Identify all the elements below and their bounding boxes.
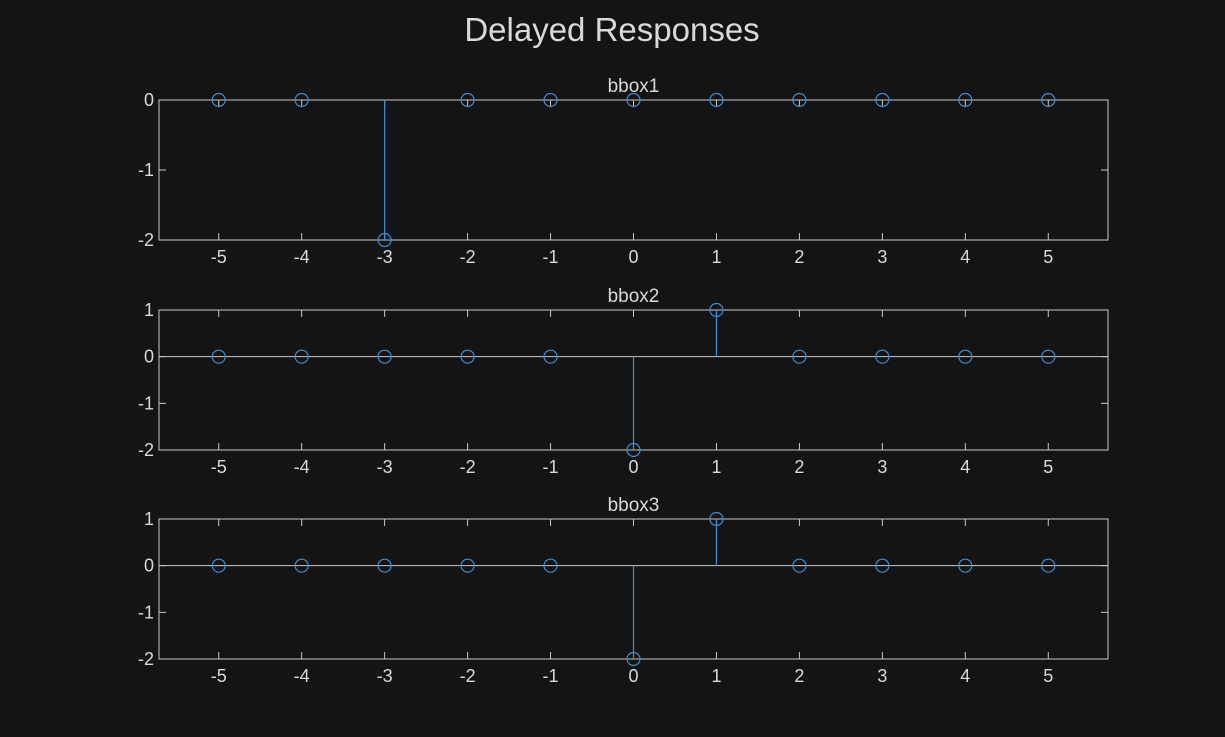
stem-marker xyxy=(875,92,890,108)
x-tick-label: 3 xyxy=(877,666,887,686)
stem-marker xyxy=(294,92,309,108)
stem-marker xyxy=(377,232,392,248)
x-tick-label: 3 xyxy=(877,457,887,477)
stem-marker xyxy=(211,349,226,364)
x-tick-label: -2 xyxy=(460,247,476,267)
x-tick-label: -5 xyxy=(211,457,227,477)
x-tick-label: -5 xyxy=(211,247,227,267)
x-tick-label: 3 xyxy=(877,247,887,267)
x-tick-label: 1 xyxy=(711,666,721,686)
x-tick-label: -1 xyxy=(543,247,559,267)
y-tick-label: -2 xyxy=(138,230,154,250)
x-tick-label: -4 xyxy=(294,457,310,477)
x-tick-label: -2 xyxy=(460,666,476,686)
x-tick-label: -3 xyxy=(377,247,393,267)
stem-marker xyxy=(958,92,973,108)
x-tick-label: 0 xyxy=(628,457,638,477)
y-tick-label: -2 xyxy=(138,440,154,460)
x-tick-label: 0 xyxy=(628,666,638,686)
y-tick-label: -2 xyxy=(138,649,154,669)
x-tick-label: -1 xyxy=(543,457,559,477)
subplot-title: bbox3 xyxy=(608,495,660,516)
stem-marker xyxy=(875,349,890,364)
stem-marker xyxy=(211,558,226,573)
y-tick-label: -1 xyxy=(138,602,154,622)
stem-marker xyxy=(958,349,973,364)
stem-marker xyxy=(377,558,392,573)
stem-marker xyxy=(294,558,309,573)
figure-title: Delayed Responses xyxy=(464,11,759,48)
x-tick-label: 1 xyxy=(711,247,721,267)
subplot-3: -5 -4 -3 -2 -1 0 1 2 3 4 5 1 0 -1 -2 bbox3 xyxy=(138,495,1109,686)
x-tick-label: 2 xyxy=(794,666,804,686)
stem-marker xyxy=(543,92,558,108)
y-tick-label: 0 xyxy=(144,347,154,367)
x-tick-label: 1 xyxy=(711,457,721,477)
stem-marker xyxy=(709,511,724,527)
y-tick-label: 0 xyxy=(144,90,154,110)
x-tick-label: 4 xyxy=(960,247,970,267)
stem-marker xyxy=(460,349,475,364)
stem-marker xyxy=(792,558,807,573)
y-tick-label: 0 xyxy=(144,556,154,576)
y-tick-label: -1 xyxy=(138,393,154,413)
x-tick-label: -5 xyxy=(211,666,227,686)
x-tick-label: 0 xyxy=(628,247,638,267)
x-tick-label: -1 xyxy=(543,666,559,686)
stem-marker xyxy=(626,92,641,108)
x-tick-label: -3 xyxy=(377,666,393,686)
y-tick-label: 1 xyxy=(144,509,154,529)
stem-marker xyxy=(792,92,807,108)
stem-marker xyxy=(958,558,973,573)
stem-marker xyxy=(211,92,226,108)
x-tick-label: 5 xyxy=(1043,457,1053,477)
stem-marker xyxy=(1041,558,1056,573)
stem-marker xyxy=(1041,92,1056,108)
x-tick-label: -4 xyxy=(294,666,310,686)
x-tick-label: 2 xyxy=(794,457,804,477)
x-tick-label: 2 xyxy=(794,247,804,267)
x-tick-label: -3 xyxy=(377,457,393,477)
x-tick-label: 5 xyxy=(1043,247,1053,267)
y-tick-label: -1 xyxy=(138,160,154,180)
stem-marker xyxy=(543,349,558,364)
stem-marker xyxy=(626,442,641,458)
stem-marker xyxy=(460,558,475,573)
x-tick-label: -2 xyxy=(460,457,476,477)
x-tick-label: 4 xyxy=(960,666,970,686)
subplot-2: -5 -4 -3 -2 -1 0 1 2 3 4 5 1 0 -1 -2 bbox2 xyxy=(138,286,1109,477)
stem-marker xyxy=(377,349,392,364)
stem-marker xyxy=(709,92,724,108)
x-tick-label: 5 xyxy=(1043,666,1053,686)
stem-marker xyxy=(709,302,724,318)
stem-marker xyxy=(1041,349,1056,364)
stem-marker xyxy=(875,558,890,573)
stem-marker xyxy=(626,651,641,667)
axes-box xyxy=(158,99,1109,241)
stem-marker xyxy=(460,92,475,108)
x-tick-label: -4 xyxy=(294,247,310,267)
x-tick-label: 4 xyxy=(960,457,970,477)
stem-marker xyxy=(792,349,807,364)
stem-marker xyxy=(543,558,558,573)
subplot-title: bbox1 xyxy=(608,76,660,97)
subplot-title: bbox2 xyxy=(608,286,660,307)
subplot-1: -5 -4 -3 -2 -1 0 1 2 3 4 5 0 -1 -2 bbox1 xyxy=(138,76,1109,267)
y-tick-label: 1 xyxy=(144,300,154,320)
stem-marker xyxy=(294,349,309,364)
